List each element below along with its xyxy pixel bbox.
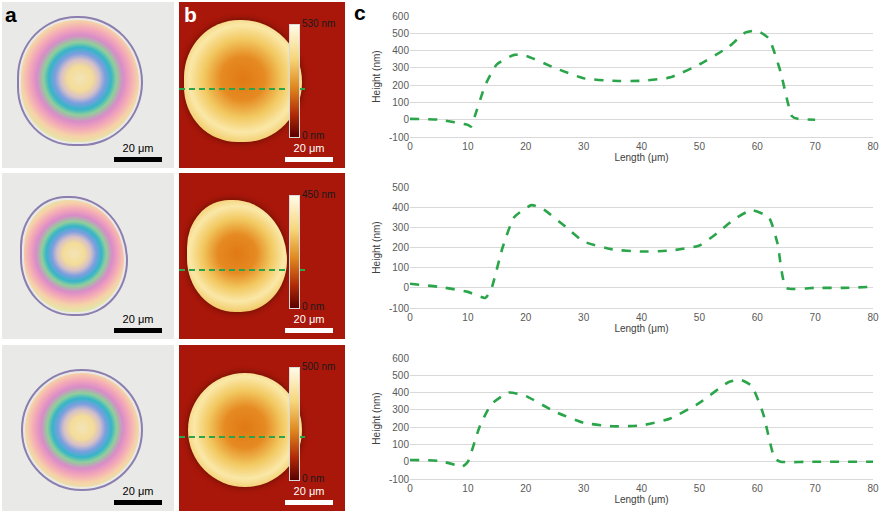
html-text:20 μm: 20 μm (122, 142, 154, 154)
svg-text:50: 50 (694, 312, 706, 323)
html-text:20 μm: 20 μm (293, 485, 325, 497)
svg-text:30: 30 (578, 312, 590, 323)
svg-text:0: 0 (403, 282, 409, 293)
svg-text:200: 200 (392, 242, 409, 253)
svg-text:-100: -100 (389, 303, 409, 314)
svg-text:20: 20 (520, 312, 532, 323)
svg-text:80: 80 (867, 141, 879, 152)
svg-text:70: 70 (810, 312, 822, 323)
svg-text:70: 70 (810, 483, 822, 494)
svg-text:60: 60 (752, 141, 764, 152)
svg-text:50: 50 (694, 141, 706, 152)
svg-text:100: 100 (392, 439, 409, 450)
svg-text:300: 300 (392, 222, 409, 233)
html-text:0 nm: 0 nm (302, 473, 325, 484)
svg-text:Height (nm): Height (nm) (371, 221, 382, 273)
svg-text:40: 40 (636, 312, 648, 323)
html-text:20 μm: 20 μm (293, 142, 325, 154)
svg-text:30: 30 (578, 141, 590, 152)
svg-text:0: 0 (407, 483, 413, 494)
svg-text:0: 0 (407, 141, 413, 152)
svg-text:100: 100 (392, 97, 409, 108)
svg-text:-100: -100 (389, 132, 409, 143)
svg-text:10: 10 (462, 312, 474, 323)
html-text:0 nm: 0 nm (302, 301, 325, 312)
html-text:a: a (5, 3, 17, 26)
svg-text:400: 400 (392, 202, 409, 213)
svg-text:0: 0 (407, 312, 413, 323)
svg-text:30: 30 (578, 483, 590, 494)
svg-text:20: 20 (520, 141, 532, 152)
svg-text:0: 0 (403, 456, 409, 467)
svg-text:400: 400 (392, 387, 409, 398)
svg-text:Height (nm): Height (nm) (371, 392, 382, 444)
svg-text:-100: -100 (389, 474, 409, 485)
html-text:b: b (184, 3, 197, 26)
svg-text:40: 40 (636, 483, 648, 494)
html-text:500 nm: 500 nm (302, 361, 336, 372)
svg-text:500: 500 (392, 28, 409, 39)
svg-text:500: 500 (392, 370, 409, 381)
html-text:20 μm: 20 μm (122, 485, 154, 497)
svg-text:80: 80 (867, 312, 879, 323)
svg-text:0: 0 (403, 114, 409, 125)
html-text:530 nm: 530 nm (302, 18, 336, 29)
svg-text:50: 50 (694, 483, 706, 494)
svg-text:400: 400 (392, 45, 409, 56)
svg-text:80: 80 (867, 483, 879, 494)
svg-text:Length (μm): Length (μm) (614, 323, 668, 334)
html-text:450 nm: 450 nm (302, 189, 336, 200)
svg-text:Length (μm): Length (μm) (614, 152, 668, 163)
html-text:0 nm: 0 nm (302, 130, 325, 141)
svg-text:10: 10 (462, 141, 474, 152)
svg-text:Length (μm): Length (μm) (614, 494, 668, 505)
svg-text:Height (nm): Height (nm) (371, 50, 382, 102)
svg-text:300: 300 (392, 62, 409, 73)
svg-text:200: 200 (392, 80, 409, 91)
svg-text:40: 40 (636, 141, 648, 152)
html-text:c: c (354, 1, 366, 24)
svg-text:500: 500 (392, 182, 409, 193)
svg-text:100: 100 (392, 262, 409, 273)
html-text:20 μm: 20 μm (293, 313, 325, 325)
svg-text:600: 600 (392, 11, 409, 22)
svg-text:60: 60 (752, 483, 764, 494)
svg-text:70: 70 (810, 141, 822, 152)
svg-text:20: 20 (520, 483, 532, 494)
svg-text:10: 10 (462, 483, 474, 494)
svg-text:600: 600 (392, 353, 409, 364)
html-text:20 μm: 20 μm (122, 313, 154, 325)
svg-text:60: 60 (752, 312, 764, 323)
svg-text:200: 200 (392, 422, 409, 433)
svg-text:300: 300 (392, 404, 409, 415)
